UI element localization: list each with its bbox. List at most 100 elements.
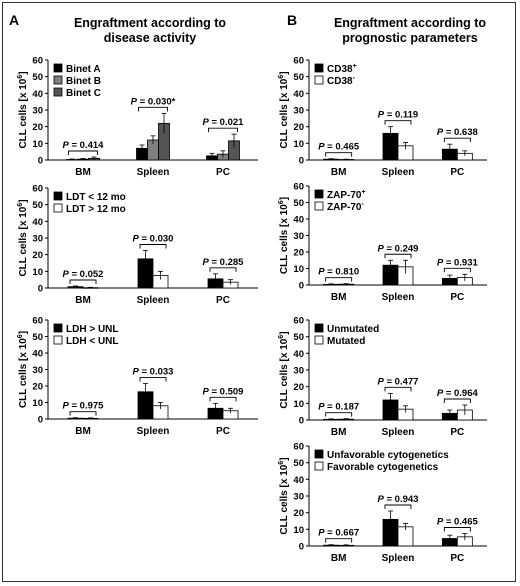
y-tick-label: 50 — [293, 458, 304, 469]
significance-bracket — [209, 267, 237, 272]
significance-bracket — [325, 538, 353, 543]
p-value-label: P = 0.465 — [318, 142, 360, 153]
y-tick-label: 0 — [299, 416, 304, 427]
y-tick-label: 40 — [32, 349, 43, 360]
significance-bracket — [139, 377, 167, 382]
y-tick-label: 0 — [38, 415, 43, 426]
y-tick-label: 0 — [299, 156, 304, 167]
y-axis-label: CLL cells [x 106] — [278, 71, 290, 148]
legend-entry: Binet C — [66, 88, 101, 99]
significance-bracket — [209, 396, 237, 402]
p-value-label: P = 0.119 — [378, 110, 418, 121]
y-tick-label: 30 — [32, 106, 43, 117]
legend-swatch — [53, 191, 63, 201]
legend-entry: LDH < UNL — [66, 336, 119, 347]
significance-bracket — [384, 120, 412, 125]
y-tick-label: 60 — [32, 56, 43, 67]
p-value-label: P = 0.033 — [133, 367, 174, 378]
y-tick-label: 40 — [293, 215, 304, 226]
legend-swatch — [314, 335, 324, 345]
y-tick-label: 0 — [299, 542, 304, 553]
p-value-label: P = 0.964 — [437, 388, 479, 399]
y-tick-label: 50 — [293, 198, 304, 209]
x-tick-label: PC — [450, 167, 464, 178]
x-tick-label: BM — [331, 553, 347, 564]
x-tick-label: BM — [331, 292, 347, 303]
x-tick-label: BM — [75, 167, 91, 178]
significance-bracket — [443, 267, 471, 273]
y-axis-label: CLL cells [x 106] — [278, 457, 290, 534]
y-tick-label: 40 — [293, 349, 304, 360]
p-value-label: P = 0.477 — [378, 376, 419, 387]
x-tick-label: PC — [216, 295, 230, 306]
legend-entry: Unfavorable cytogenetics — [327, 450, 449, 461]
p-value-label: P = 0.021 — [203, 117, 245, 128]
legend-swatch — [53, 75, 63, 85]
x-tick-label: BM — [331, 167, 347, 178]
legend-swatch — [314, 201, 324, 211]
y-tick-label: 20 — [32, 250, 43, 261]
significance-bracket — [208, 127, 238, 133]
significance-bracket — [384, 386, 412, 392]
y-axis-label: CLL cells [x 106] — [278, 197, 290, 274]
significance-bracket — [325, 412, 353, 417]
p-value-label: P = 0.187 — [318, 402, 359, 413]
p-value-label: P = 0.931 — [437, 257, 479, 268]
y-tick-label: 10 — [293, 139, 304, 150]
significance-bracket — [325, 152, 353, 157]
y-tick-label: 30 — [293, 231, 304, 242]
p-value-label: P = 0.943 — [378, 494, 419, 505]
legend-entry: CD38- — [327, 75, 356, 87]
y-tick-label: 50 — [32, 72, 43, 83]
y-tick-label: 0 — [299, 281, 304, 292]
y-tick-label: 20 — [32, 122, 43, 133]
legend-entry: LDT > 12 mo — [66, 204, 126, 215]
x-tick-label: Spleen — [382, 167, 415, 178]
x-tick-label: PC — [450, 427, 464, 438]
legend-entry: Binet A — [66, 64, 101, 75]
significance-bracket — [69, 411, 97, 416]
y-tick-label: 0 — [38, 156, 43, 167]
y-tick-label: 50 — [293, 332, 304, 343]
significance-bracket — [69, 279, 97, 284]
y-tick-label: 40 — [32, 89, 43, 100]
p-value-label: P = 0.638 — [437, 127, 478, 138]
legend-swatch — [314, 75, 324, 85]
significance-bracket — [325, 277, 353, 282]
legend-swatch — [314, 461, 324, 471]
y-tick-label: 20 — [293, 248, 304, 259]
x-tick-label: BM — [331, 427, 347, 438]
x-tick-label: BM — [75, 295, 91, 306]
panel-title-b-line2: prognostic parameters — [342, 31, 478, 45]
panel-letter-a: A — [9, 12, 20, 28]
y-tick-label: 60 — [293, 316, 304, 327]
y-tick-label: 60 — [32, 316, 43, 327]
x-tick-label: Spleen — [137, 426, 170, 437]
legend-swatch — [53, 87, 63, 97]
y-tick-label: 50 — [32, 332, 43, 343]
x-tick-label: Spleen — [382, 292, 415, 303]
p-value-label: P = 0.030 — [133, 234, 174, 245]
x-tick-label: Spleen — [382, 553, 415, 564]
legend-entry: LDT < 12 mo — [66, 192, 126, 203]
p-value-label: P = 0.509 — [203, 386, 244, 397]
panel-letter-b: B — [287, 12, 298, 28]
x-tick-label: Spleen — [137, 167, 170, 178]
figure-frame — [2, 2, 516, 582]
y-tick-label: 40 — [293, 475, 304, 486]
y-tick-label: 50 — [293, 72, 304, 83]
legend-swatch — [53, 323, 63, 333]
panel-title-a: Engraftment according to disease activit… — [50, 16, 250, 46]
legend-swatch — [314, 323, 324, 333]
y-tick-label: 60 — [293, 56, 304, 67]
y-tick-label: 20 — [293, 122, 304, 133]
legend-swatch — [53, 203, 63, 213]
p-value-label: P = 0.667 — [318, 528, 359, 539]
significance-bracket — [443, 398, 471, 403]
y-tick-label: 30 — [293, 366, 304, 377]
